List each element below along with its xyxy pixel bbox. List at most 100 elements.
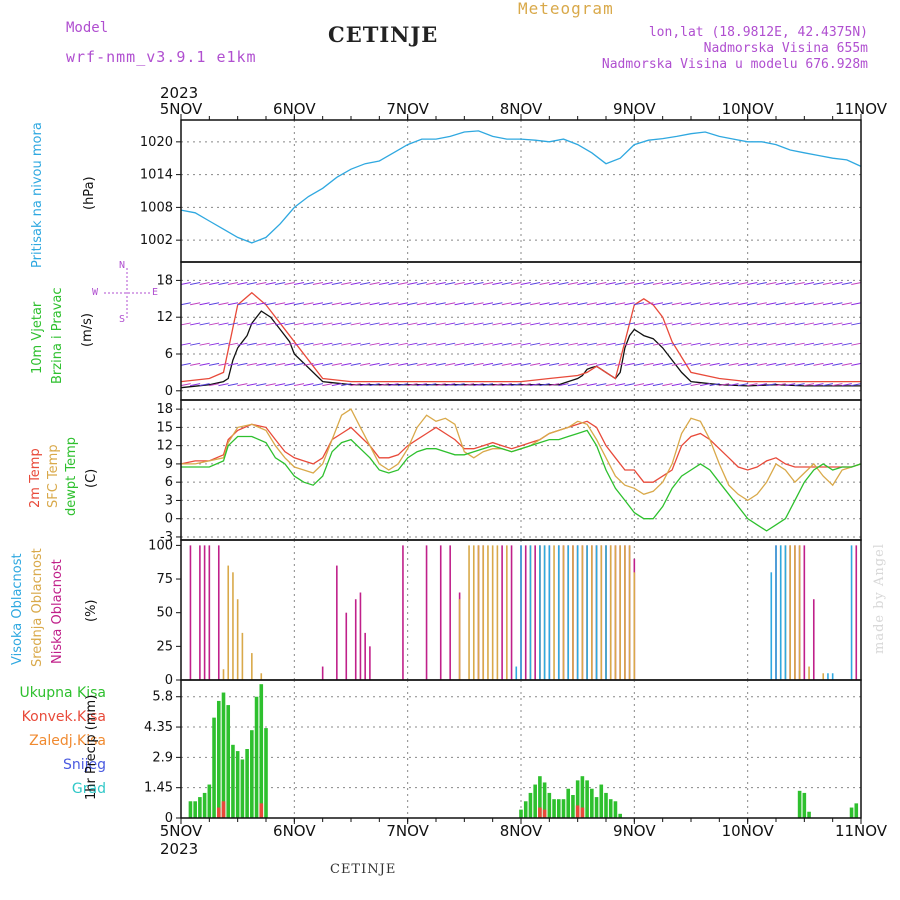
wind-barb: [851, 342, 862, 346]
wind-barb: [851, 302, 862, 306]
wind-barb: [284, 383, 295, 387]
wind-barb: [756, 302, 767, 306]
wind-barb: [737, 383, 749, 387]
wind-barb: [284, 322, 295, 326]
bar: [236, 599, 239, 680]
wind-barb: [208, 302, 220, 306]
wind-barb: [520, 322, 531, 326]
wind-barb: [577, 383, 588, 387]
wind-barb: [416, 362, 427, 366]
wind-barb: [284, 342, 295, 346]
wind-barb: [652, 362, 664, 366]
wind-barb: [586, 322, 597, 326]
y-tick-label: 1.45: [144, 781, 173, 796]
wind-barb: [539, 383, 550, 387]
wind-barb: [813, 281, 824, 285]
wind-barb: [775, 362, 786, 366]
wind-barb: [341, 322, 352, 326]
y-tick-label: 0: [165, 673, 173, 688]
bar: [260, 673, 263, 680]
wind-barb: [454, 281, 465, 285]
bar: [528, 792, 533, 818]
wind-barb: [275, 322, 286, 326]
wind-barb: [341, 362, 352, 366]
wind-barb: [633, 281, 645, 285]
y-tick-label: 12: [156, 439, 173, 454]
wind-barb: [605, 281, 616, 285]
bar: [599, 784, 604, 818]
wind-barb: [180, 281, 191, 285]
wind-barb: [341, 342, 352, 346]
bar: [458, 599, 461, 680]
wind-barb: [851, 322, 862, 326]
precip-legend-item: Snijeg: [62, 757, 106, 773]
series-line: [180, 310, 861, 389]
bar: [188, 801, 193, 818]
y-tick-label: 1014: [140, 168, 173, 183]
wind-barb: [548, 342, 560, 346]
wind-barb: [237, 342, 248, 346]
bar: [561, 799, 566, 818]
bar: [543, 545, 546, 680]
bar: [240, 759, 245, 818]
bar: [850, 545, 853, 680]
wind-barb: [709, 322, 720, 326]
bar: [831, 673, 834, 680]
bar: [808, 666, 810, 680]
wind-barb: [766, 281, 777, 285]
bar: [354, 599, 357, 680]
footer-station: CETINJE: [330, 862, 397, 877]
wind-barb: [322, 342, 333, 346]
wind-barb: [567, 342, 579, 346]
bar: [594, 797, 599, 818]
wind-barb: [275, 281, 286, 285]
wind-barb: [331, 322, 342, 326]
wind-barb: [624, 322, 635, 326]
x-label-bottom: 7NOV: [386, 822, 429, 840]
bar: [618, 813, 622, 818]
bar: [359, 592, 362, 680]
y-tick-label: -3: [160, 530, 173, 545]
wind-barb: [435, 362, 446, 366]
x-label-bottom: 11NOV: [835, 822, 888, 840]
wind-barb: [473, 383, 484, 387]
bar: [477, 545, 480, 680]
bar: [628, 545, 631, 680]
bar: [576, 545, 579, 680]
wind-barb: [312, 383, 324, 387]
wind-barb: [775, 383, 786, 387]
wind-barb: [265, 322, 276, 326]
wind-barb: [652, 281, 664, 285]
bar: [515, 666, 518, 680]
wind-barb: [426, 383, 437, 387]
wind-barb: [435, 383, 446, 387]
wind-barb: [681, 281, 692, 285]
wind-barb: [208, 383, 220, 387]
wind-barb: [794, 302, 805, 306]
wind-barb: [482, 281, 494, 285]
precip-legend-item: Zaledj.Kisa: [29, 733, 106, 749]
bar: [789, 545, 791, 680]
bar: [547, 792, 552, 818]
wind-barb: [785, 362, 796, 366]
wind-barb: [293, 302, 305, 306]
wind-barb: [435, 281, 446, 285]
wind-barb: [558, 322, 569, 326]
y-tick-label: 0: [165, 512, 173, 527]
wind-barb: [624, 342, 635, 346]
x-label-bottom: 9NOV: [613, 822, 656, 840]
wind-barb: [407, 281, 418, 285]
wind-barb: [681, 322, 692, 326]
wind-barb: [530, 383, 541, 387]
wind-barb: [700, 281, 711, 285]
wind-barb: [832, 302, 843, 306]
wind-barb: [747, 383, 758, 387]
bar: [802, 792, 807, 818]
wind-barb: [690, 302, 701, 306]
wind-barb: [737, 302, 749, 306]
wind-barb: [199, 302, 210, 306]
wind-barb: [586, 302, 597, 306]
bar: [198, 797, 202, 818]
wind-barb: [766, 322, 777, 326]
wind-barb: [275, 383, 286, 387]
